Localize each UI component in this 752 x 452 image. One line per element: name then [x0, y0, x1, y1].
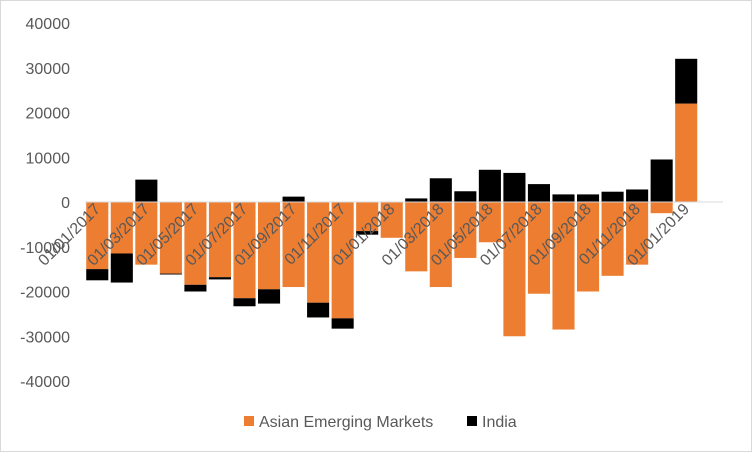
- y-tick-label: -30000: [20, 329, 70, 346]
- bar-asian-emerging-markets: [675, 103, 698, 202]
- bar-india: [454, 191, 477, 202]
- y-axis-ticks: 40000 30000 20000 10000 0 -10000 -20000 -30000 -…: [20, 16, 70, 391]
- bar-asian-emerging-markets: [552, 202, 575, 330]
- bar-india: [503, 172, 526, 202]
- bar-india: [184, 284, 207, 292]
- y-tick-label: 20000: [26, 106, 71, 123]
- bar-asian-emerging-markets: [454, 202, 477, 258]
- y-tick-label: -10000: [20, 240, 70, 257]
- bar-asian-emerging-markets: [429, 202, 452, 288]
- bar-asian-emerging-markets: [110, 202, 133, 254]
- legend-swatch: [467, 416, 477, 426]
- bar-asian-emerging-markets: [135, 202, 158, 265]
- bar-india: [576, 194, 600, 202]
- bar-india: [307, 302, 330, 318]
- y-tick-label: -40000: [20, 374, 70, 391]
- bar-asian-emerging-markets: [331, 202, 354, 319]
- bar-asian-emerging-markets: [356, 202, 379, 232]
- bar-asian-emerging-markets: [405, 202, 428, 272]
- bar-asian-emerging-markets: [159, 202, 182, 274]
- bar-india: [527, 184, 551, 202]
- bar-asian-emerging-markets: [380, 202, 403, 238]
- bar-asian-emerging-markets: [478, 202, 501, 243]
- bar-india: [356, 231, 379, 235]
- bar-asian-emerging-markets: [527, 202, 551, 294]
- legend: Asian Emerging Markets India: [244, 414, 517, 431]
- bar-asian-emerging-markets: [503, 202, 526, 337]
- y-tick-label: 0: [61, 195, 70, 212]
- bar-asian-emerging-markets: [86, 202, 109, 270]
- bar-asian-emerging-markets: [601, 202, 624, 276]
- bar-india: [257, 289, 281, 304]
- bar-asian-emerging-markets: [233, 202, 256, 299]
- bar-india: [135, 179, 158, 202]
- bar-asian-emerging-markets: [257, 202, 281, 290]
- bar-india: [650, 159, 673, 202]
- bars: [86, 58, 698, 337]
- legend-label: India: [482, 414, 517, 431]
- y-tick-label: -20000: [20, 285, 70, 302]
- bar-india: [110, 253, 133, 283]
- bar-india: [552, 194, 575, 202]
- y-tick-label: 10000: [26, 150, 71, 167]
- bar-asian-emerging-markets: [576, 202, 600, 292]
- bar-india: [159, 273, 182, 275]
- bar-asian-emerging-markets: [650, 202, 673, 214]
- bar-india: [478, 169, 501, 202]
- bar-india: [86, 269, 109, 281]
- bar-india: [626, 189, 649, 202]
- bar-asian-emerging-markets: [184, 202, 207, 285]
- bar-asian-emerging-markets: [626, 202, 649, 265]
- bar-india: [282, 196, 305, 202]
- bar-india: [675, 58, 698, 104]
- bar-asian-emerging-markets: [208, 202, 232, 278]
- bar-india: [233, 298, 256, 307]
- bar-asian-emerging-markets: [282, 202, 305, 288]
- bar-india: [208, 277, 232, 280]
- bar-asian-emerging-markets: [307, 202, 330, 303]
- bar-india: [601, 191, 624, 202]
- y-tick-label: 30000: [26, 61, 71, 78]
- legend-label: Asian Emerging Markets: [259, 414, 433, 431]
- bar-india: [405, 198, 428, 202]
- y-tick-label: 40000: [26, 16, 71, 33]
- bar-india: [331, 318, 354, 329]
- legend-swatch: [244, 416, 254, 426]
- bar-india: [429, 178, 452, 202]
